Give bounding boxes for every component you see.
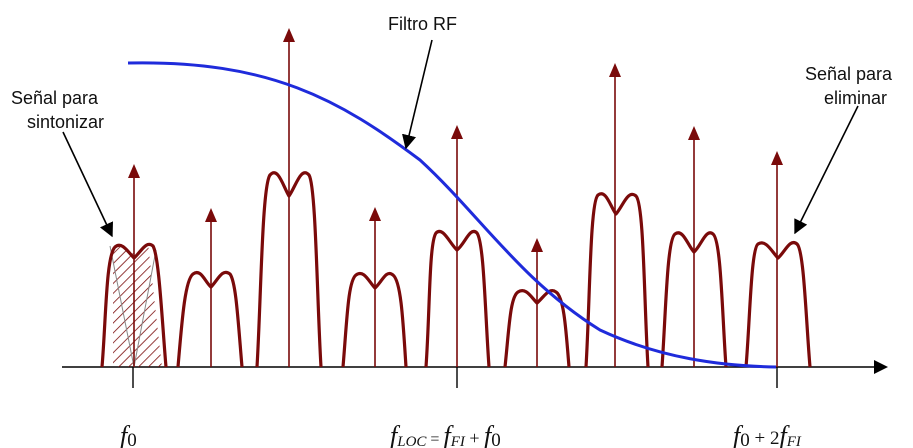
f0-2fi-label: f0 + 2fFI (733, 421, 802, 448)
carrier-line-8 (688, 126, 700, 367)
hatch-guide-left (109, 245, 135, 368)
rf-filter-label: Filtro RF (388, 14, 457, 34)
arrow-signal-tune (62, 131, 113, 238)
hatch-guide-right (133, 249, 157, 368)
f0-label: f0 (120, 421, 137, 448)
carrier-line-3 (283, 28, 295, 367)
lobe-2 (176, 270, 244, 368)
carrier-line-9 (771, 151, 783, 367)
rf-filter-curve (127, 61, 777, 369)
frequency-axis (62, 360, 888, 388)
arrow-rf-filter (402, 39, 433, 150)
tuned-signal-hatch (113, 243, 162, 367)
signal-tune-label-line2: sintonizar (27, 112, 104, 132)
carrier-line-4 (369, 207, 381, 367)
carrier-line-7 (609, 63, 621, 367)
floc-label: fLOC = fFI + f0 (390, 421, 501, 448)
signal-tune-label-line1: Señal para (11, 88, 99, 108)
carrier-line-f0 (128, 164, 140, 367)
signal-remove-label-line1: Señal para (805, 64, 893, 84)
lobe-9 (744, 241, 812, 368)
carrier-line-2 (205, 208, 217, 367)
carrier-line-6 (531, 238, 543, 367)
lobe-7 (584, 192, 650, 368)
carrier-line-5 (451, 125, 463, 367)
arrow-signal-remove (794, 105, 859, 235)
signal-remove-label-line2: eliminar (824, 88, 887, 108)
